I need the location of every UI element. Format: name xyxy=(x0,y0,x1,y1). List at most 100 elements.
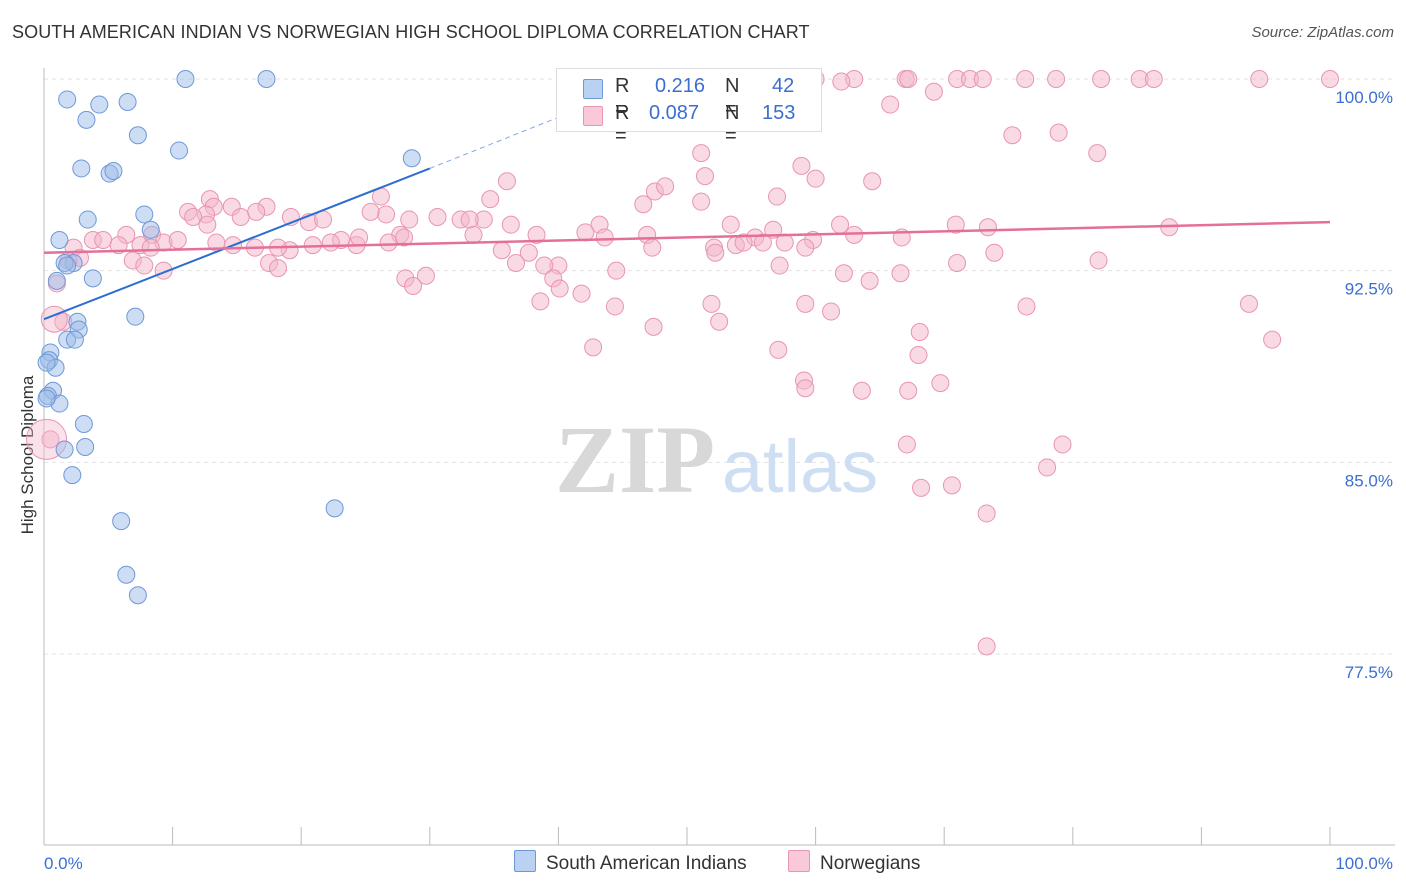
south-american-indians-point xyxy=(117,565,136,584)
norwegians-point xyxy=(550,279,569,298)
norwegians-point xyxy=(1003,126,1022,145)
norwegians-point xyxy=(948,254,967,272)
norwegians-point xyxy=(1092,70,1111,88)
norwegians-point xyxy=(605,297,624,316)
norwegians-point xyxy=(891,264,910,283)
stats-swatch-pink xyxy=(583,106,603,126)
legend-item-norwegians[interactable]: Norwegians xyxy=(788,850,920,875)
south-american-indians-trend-extension xyxy=(429,116,559,169)
norwegians-point xyxy=(168,231,187,249)
south-american-indians-trend-line xyxy=(43,167,431,321)
norwegians-point xyxy=(696,167,715,186)
norwegians-point xyxy=(535,256,554,275)
norwegians-point xyxy=(576,223,595,242)
south-american-indians-point xyxy=(76,438,95,456)
norwegians-point xyxy=(899,381,918,400)
norwegians-point xyxy=(924,82,943,101)
r-label: R = xyxy=(615,102,630,147)
norwegians-point xyxy=(464,225,483,244)
norwegians-point xyxy=(94,231,113,249)
chart-title: SOUTH AMERICAN INDIAN VS NORWEGIAN HIGH … xyxy=(12,22,810,42)
norwegians-point xyxy=(845,225,864,244)
watermark-atlas: atlas xyxy=(722,425,878,508)
y-tick-label: 100.0% xyxy=(1335,88,1393,107)
norwegians-point xyxy=(806,169,825,188)
south-american-indians-point xyxy=(63,466,82,485)
norwegians-point xyxy=(361,202,380,221)
norwegians-point xyxy=(909,346,928,364)
norwegians-point xyxy=(692,192,711,211)
norwegians-point xyxy=(379,233,398,252)
south-american-indians-point xyxy=(58,256,77,275)
norwegians-point xyxy=(796,379,815,398)
south-american-indians-point xyxy=(325,499,344,518)
norwegians-point xyxy=(643,238,662,257)
norwegians-point xyxy=(1017,297,1036,316)
norwegians-point xyxy=(607,261,626,280)
norwegians-point xyxy=(314,210,333,229)
n-label: N = xyxy=(725,102,740,147)
y-tick-label: 85.0% xyxy=(1345,471,1393,490)
norwegians-point xyxy=(634,195,653,214)
norwegians-point xyxy=(460,210,479,229)
norwegians-point xyxy=(141,238,160,257)
norwegians-point xyxy=(734,233,753,252)
norwegians-point xyxy=(1263,330,1282,349)
south-american-indians-point xyxy=(170,141,189,160)
r-value: 0.087 xyxy=(649,102,700,124)
norwegians-point xyxy=(1321,70,1339,88)
norwegians-point xyxy=(946,215,965,234)
norwegians-point xyxy=(977,637,996,656)
norwegians-point xyxy=(350,228,369,247)
n-value: 153 xyxy=(762,102,796,124)
legend-label: Norwegians xyxy=(820,853,921,874)
south-american-indians-points xyxy=(37,70,421,605)
south-american-indians-point xyxy=(257,70,276,88)
norwegians-point xyxy=(377,205,396,224)
norwegians-point xyxy=(269,259,288,278)
norwegians-point xyxy=(527,225,546,244)
stats-legend: R = 0.216 N = 42 R = 0.087 N = 153 xyxy=(556,68,822,147)
norwegians-point xyxy=(135,256,154,275)
norwegians-point xyxy=(1053,435,1072,454)
r-label: R = xyxy=(615,75,630,120)
norwegians-trend-line xyxy=(43,220,1331,255)
norwegians-point xyxy=(416,266,435,285)
norwegians-point xyxy=(863,172,882,191)
norwegians-point xyxy=(721,215,740,234)
norwegians-point xyxy=(910,323,929,341)
norwegians-point xyxy=(1250,70,1269,88)
norwegians-point xyxy=(775,233,794,252)
legend-label: South American Indians xyxy=(546,853,747,874)
axes xyxy=(43,68,1395,846)
norwegians-point xyxy=(702,294,721,313)
norwegians-point xyxy=(1089,251,1108,270)
norwegians-point xyxy=(501,215,520,234)
south-american-indians-point xyxy=(135,205,154,224)
norwegians-point xyxy=(506,254,525,272)
norwegians-point xyxy=(852,381,871,400)
legend-item-south-american-indians[interactable]: South American Indians xyxy=(514,850,747,875)
norwegians-point xyxy=(519,243,538,262)
norwegians-point xyxy=(881,95,900,114)
norwegians-point xyxy=(822,302,841,321)
watermark: ZIP atlas xyxy=(555,406,878,513)
south-american-indians-point xyxy=(176,70,195,88)
x-tick-label: 100.0% xyxy=(1335,854,1393,873)
norwegians-point xyxy=(978,218,997,237)
x-tick-labels: 0.0% 100.0% xyxy=(44,854,1393,873)
south-american-indians-point xyxy=(74,415,93,433)
norwegians-point xyxy=(912,478,931,497)
south-american-indians-point xyxy=(58,90,77,109)
norwegians-point xyxy=(656,177,675,196)
norwegians-point xyxy=(1239,294,1258,313)
south-american-indians-point xyxy=(37,353,56,372)
south-american-indians-point xyxy=(47,271,66,290)
norwegians-point xyxy=(973,70,992,88)
norwegians-point xyxy=(753,233,772,252)
trend-lines xyxy=(43,116,1331,321)
south-american-indians-point xyxy=(402,149,421,168)
norwegians-point xyxy=(395,228,414,247)
norwegians-point xyxy=(769,340,788,359)
